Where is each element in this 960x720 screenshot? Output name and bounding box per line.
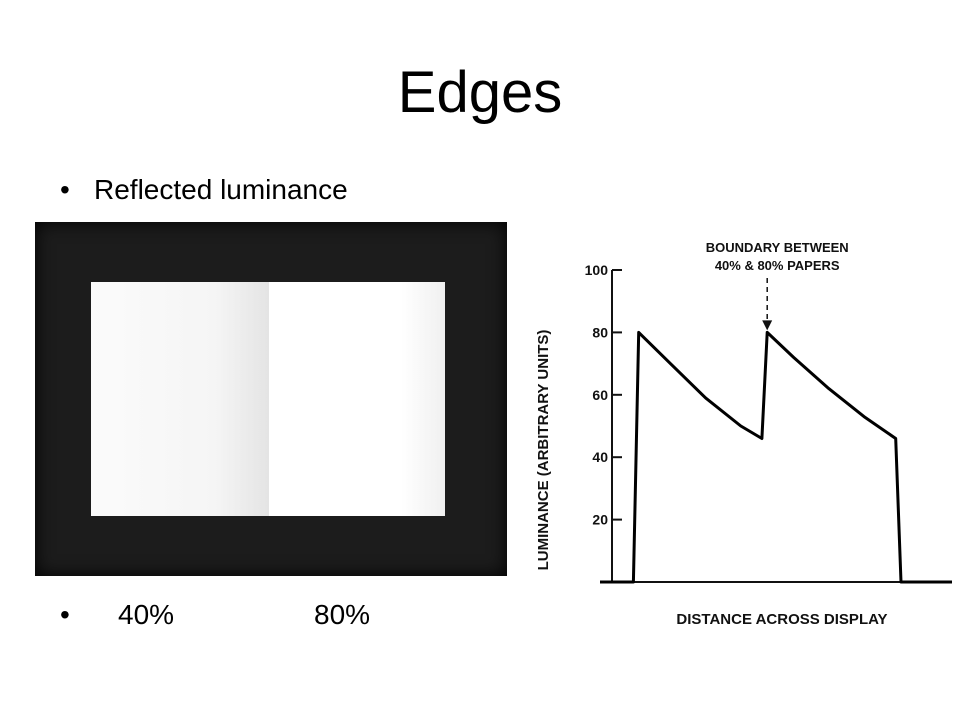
paper-80-percent [269,282,445,516]
paper-photo [35,222,507,576]
y-axis-label: LUMINANCE (ARBITRARY UNITS) [535,330,552,571]
bullet-percent-labels: • [60,598,94,632]
bullet-text: Reflected luminance [94,174,348,205]
y-tick-label: 60 [592,387,608,403]
label-40-percent: 40% [118,599,175,630]
paper-40-percent [91,282,269,516]
bullet-marker: • [60,599,70,630]
y-tick-label: 80 [592,324,608,340]
label-80-percent: 80% [314,599,371,630]
bullet-reflected-luminance: • Reflected luminance [60,173,348,207]
annotation-arrow-head [762,320,773,331]
y-tick-label: 100 [585,262,609,278]
y-tick-label: 40 [592,449,608,465]
bullet-marker: • [60,174,70,205]
x-axis-label: DISTANCE ACROSS DISPLAY [676,611,887,628]
slide-title: Edges [397,60,563,125]
annotation-line-2: 40% & 80% PAPERS [715,258,840,273]
luminance-chart: 20 40 60 80 100 BOUNDARY BETWEEN 40% & 80% PAP… [535,240,952,628]
annotation-line-1: BOUNDARY BETWEEN [706,240,849,255]
y-tick-label: 20 [592,512,608,528]
luminance-series-line [600,330,952,584]
